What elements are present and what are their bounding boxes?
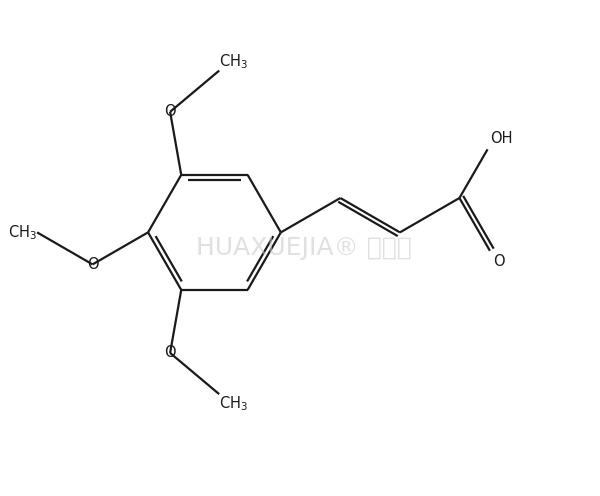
Text: O: O — [164, 104, 176, 119]
Text: O: O — [493, 254, 505, 269]
Text: HUAXUEJIA® 化学加: HUAXUEJIA® 化学加 — [196, 236, 412, 260]
Text: CH$_3$: CH$_3$ — [219, 52, 248, 70]
Text: O: O — [164, 346, 176, 361]
Text: CH$_3$: CH$_3$ — [219, 394, 248, 413]
Text: O: O — [87, 257, 98, 272]
Text: OH: OH — [490, 131, 512, 146]
Text: CH$_3$: CH$_3$ — [8, 223, 37, 242]
